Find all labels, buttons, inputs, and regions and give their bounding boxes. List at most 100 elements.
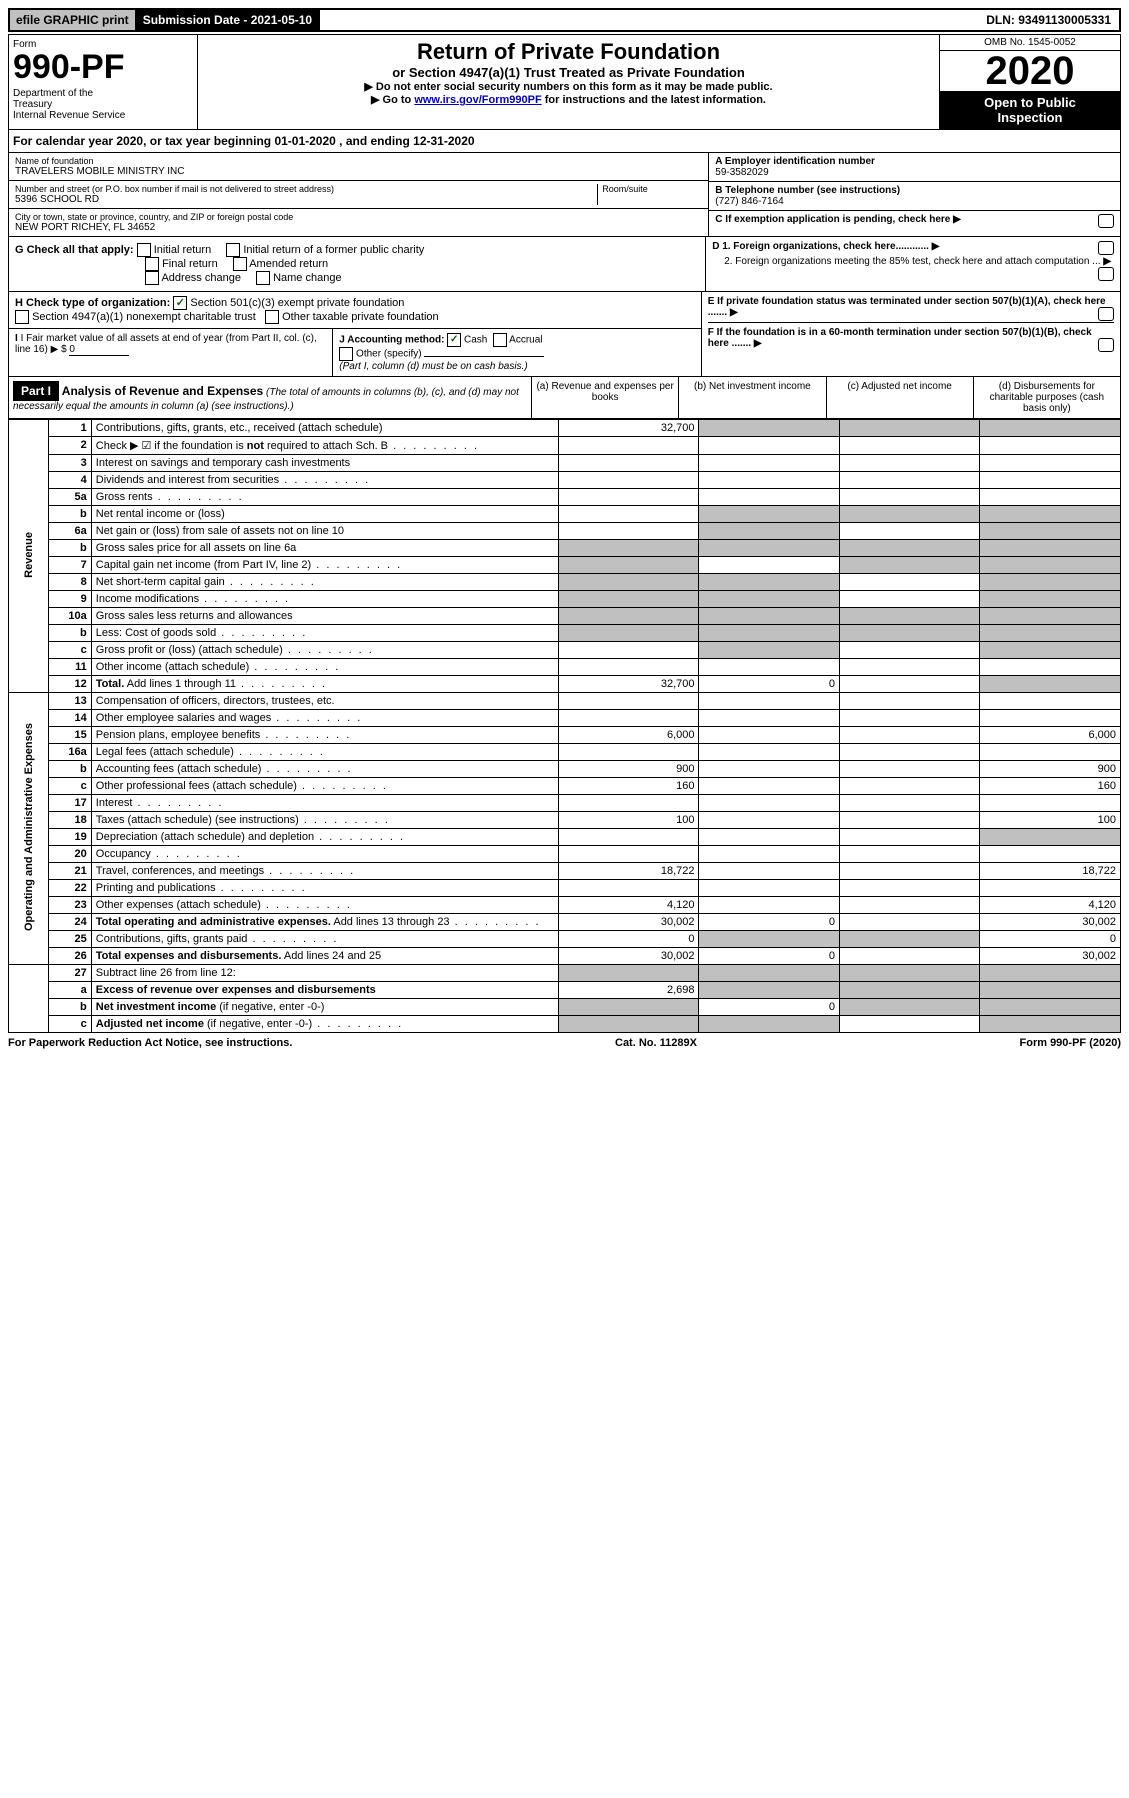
line-description: Interest on savings and temporary cash i… (91, 455, 558, 472)
h-other-checkbox[interactable] (265, 310, 279, 324)
cell-value (980, 795, 1121, 812)
cell-value (839, 897, 979, 914)
phone: (727) 846-7164 (715, 196, 1114, 207)
cell-value (699, 1016, 839, 1033)
cell-value: 6,000 (980, 727, 1121, 744)
cell-value (839, 812, 979, 829)
h-501c3-checkbox[interactable]: ✓ (173, 296, 187, 310)
line-number: c (49, 642, 91, 659)
cell-value (839, 948, 979, 965)
col-b-header: (b) Net investment income (679, 377, 826, 418)
table-row: 25Contributions, gifts, grants paid00 (9, 931, 1121, 948)
i-label: I (15, 333, 18, 344)
line-description: Interest (91, 795, 558, 812)
part-i-header: Part I Analysis of Revenue and Expenses … (8, 377, 1121, 419)
line-number: 4 (49, 472, 91, 489)
addr-label: Number and street (or P.O. box number if… (15, 184, 597, 194)
cell-value (699, 437, 839, 455)
cell-value (980, 506, 1121, 523)
c-checkbox[interactable] (1098, 214, 1114, 228)
table-row: 24Total operating and administrative exp… (9, 914, 1121, 931)
cell-value: 0 (699, 914, 839, 931)
d2-checkbox[interactable] (1098, 267, 1114, 281)
i-value: 0 (69, 344, 129, 356)
line-description: Total expenses and disbursements. Add li… (91, 948, 558, 965)
cell-value: 160 (559, 778, 699, 795)
cell-value (699, 608, 839, 625)
table-row: bNet rental income or (loss) (9, 506, 1121, 523)
table-row: 9Income modifications (9, 591, 1121, 608)
table-row: cAdjusted net income (if negative, enter… (9, 1016, 1121, 1033)
address: 5396 SCHOOL RD (15, 194, 597, 205)
g-amended-checkbox[interactable] (233, 257, 247, 271)
cell-value (699, 727, 839, 744)
j-accrual-checkbox[interactable] (493, 333, 507, 347)
cell-value (839, 829, 979, 846)
table-row: bLess: Cost of goods sold (9, 625, 1121, 642)
table-row: 17Interest (9, 795, 1121, 812)
form-subtitle: or Section 4947(a)(1) Trust Treated as P… (202, 65, 935, 80)
cell-value (839, 693, 979, 710)
line-number: 14 (49, 710, 91, 727)
cell-value (980, 880, 1121, 897)
dln: DLN: 93491130005331 (978, 10, 1119, 30)
table-row: aExcess of revenue over expenses and dis… (9, 982, 1121, 999)
g-initial-former-checkbox[interactable] (226, 243, 240, 257)
cell-value (839, 761, 979, 778)
line-number: 17 (49, 795, 91, 812)
cell-value: 30,002 (559, 914, 699, 931)
cell-value (699, 829, 839, 846)
cell-value (699, 710, 839, 727)
line-description: Income modifications (91, 591, 558, 608)
line-description: Depreciation (attach schedule) and deple… (91, 829, 558, 846)
f-checkbox[interactable] (1098, 338, 1114, 352)
table-row: 6aNet gain or (loss) from sale of assets… (9, 523, 1121, 540)
table-row: 2Check ▶ ☑ if the foundation is not requ… (9, 437, 1121, 455)
cell-value (980, 1016, 1121, 1033)
g-address-checkbox[interactable] (145, 271, 159, 285)
cell-value: 30,002 (559, 948, 699, 965)
cell-value (839, 1016, 979, 1033)
cell-value (980, 437, 1121, 455)
g-final-checkbox[interactable] (145, 257, 159, 271)
cell-value (559, 999, 699, 1016)
cell-value (559, 557, 699, 574)
line-description: Capital gain net income (from Part IV, l… (91, 557, 558, 574)
cell-value: 6,000 (559, 727, 699, 744)
cell-value (699, 812, 839, 829)
d1-checkbox[interactable] (1098, 241, 1114, 255)
cell-value (699, 540, 839, 557)
cell-value (559, 574, 699, 591)
cell-value (839, 846, 979, 863)
j-cash-checkbox[interactable]: ✓ (447, 333, 461, 347)
cell-value (699, 489, 839, 506)
line-number: 15 (49, 727, 91, 744)
line-number: b (49, 999, 91, 1016)
cell-value: 900 (980, 761, 1121, 778)
g-initial-checkbox[interactable] (137, 243, 151, 257)
cell-value (699, 472, 839, 489)
col-d-header: (d) Disbursements for charitable purpose… (974, 377, 1120, 418)
cell-value (699, 982, 839, 999)
e-checkbox[interactable] (1098, 307, 1114, 321)
line-number: 20 (49, 846, 91, 863)
ein: 59-3582029 (715, 167, 1114, 178)
cell-value (839, 931, 979, 948)
open-public-badge: Open to PublicInspection (940, 91, 1120, 129)
line-number: 18 (49, 812, 91, 829)
cell-value (559, 744, 699, 761)
cell-value (839, 863, 979, 880)
section-side-label: Revenue (9, 420, 49, 693)
cell-value (699, 863, 839, 880)
cell-value (699, 965, 839, 982)
efile-label: efile GRAPHIC print (10, 10, 135, 30)
irs-link[interactable]: www.irs.gov/Form990PF (414, 94, 541, 106)
line-number: 5a (49, 489, 91, 506)
h-4947-checkbox[interactable] (15, 310, 29, 324)
cell-value (839, 778, 979, 795)
cell-value (559, 608, 699, 625)
g-name-checkbox[interactable] (256, 271, 270, 285)
cell-value (699, 506, 839, 523)
line-description: Other employee salaries and wages (91, 710, 558, 727)
j-other-checkbox[interactable] (339, 347, 353, 361)
